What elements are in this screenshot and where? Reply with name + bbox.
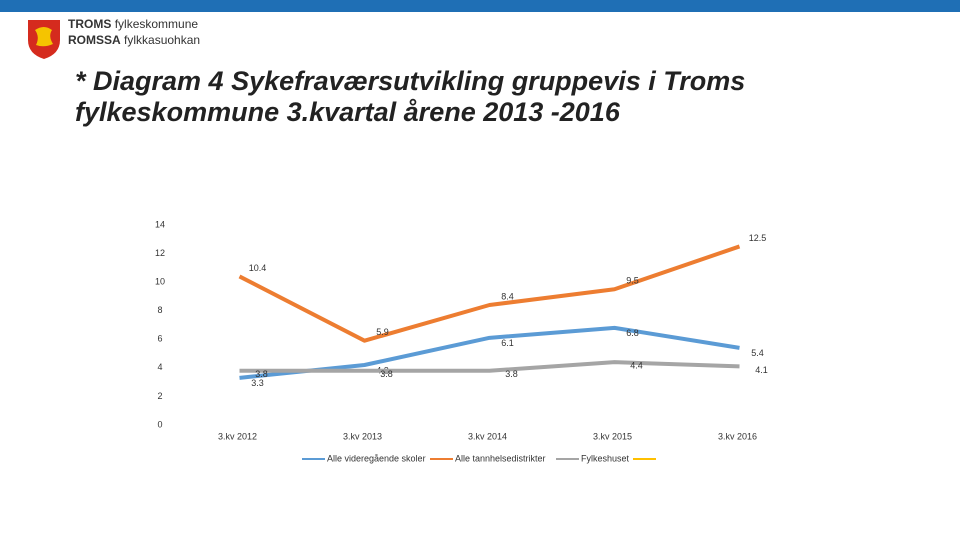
org-name-bold: ROMSSA (68, 33, 121, 47)
slide-title: * Diagram 4 Sykefraværsutvikling gruppev… (75, 66, 746, 127)
series-line (239, 360, 740, 373)
data-label: 6.1 (501, 338, 514, 348)
x-tick-label: 3.kv 2012 (218, 431, 257, 441)
y-tick-label: 4 (157, 362, 162, 372)
data-label: 3.8 (255, 369, 268, 379)
y-tick-label: 14 (155, 219, 165, 229)
y-tick-label: 2 (157, 391, 162, 401)
data-label: 9.5 (626, 276, 639, 286)
legend-label: Alle tannhelsedistrikter (455, 453, 546, 463)
series-line (238, 244, 741, 343)
logo (28, 20, 60, 59)
data-label: 8.4 (501, 291, 514, 301)
x-tick-label: 3.kv 2016 (718, 431, 757, 441)
data-label: 3.3 (251, 378, 264, 388)
y-tick-label: 8 (157, 305, 162, 315)
data-label: 4.1 (755, 365, 768, 375)
x-tick-label: 3.kv 2015 (593, 431, 632, 441)
data-label: 3.8 (380, 369, 393, 379)
data-label: 4.4 (630, 361, 643, 371)
data-label: 5.4 (751, 348, 764, 358)
data-label: 3.8 (505, 369, 518, 379)
y-tick-label: 0 (157, 419, 162, 429)
data-label: 6.8 (626, 328, 639, 338)
org-name-bold: TROMS (68, 17, 112, 31)
top-bar (0, 0, 960, 12)
org-name: TROMS fylkeskommune (68, 17, 198, 31)
org-name: ROMSSA fylkkasuohkan (68, 33, 200, 47)
x-tick-label: 3.kv 2013 (343, 431, 382, 441)
legend-label: Alle videregående skoler (327, 453, 426, 463)
x-tick-label: 3.kv 2014 (468, 431, 507, 441)
legend-label: Fylkeshuset (581, 453, 630, 463)
data-label: 5.9 (376, 327, 389, 337)
data-label: 10.4 (249, 263, 267, 273)
y-tick-label: 10 (155, 277, 165, 287)
y-tick-label: 12 (155, 248, 165, 258)
org-name-sub: fylkeskommune (114, 17, 199, 31)
org-name-sub: fylkkasuohkan (124, 33, 201, 47)
data-label: 12.5 (749, 233, 767, 243)
y-tick-label: 6 (157, 334, 162, 344)
